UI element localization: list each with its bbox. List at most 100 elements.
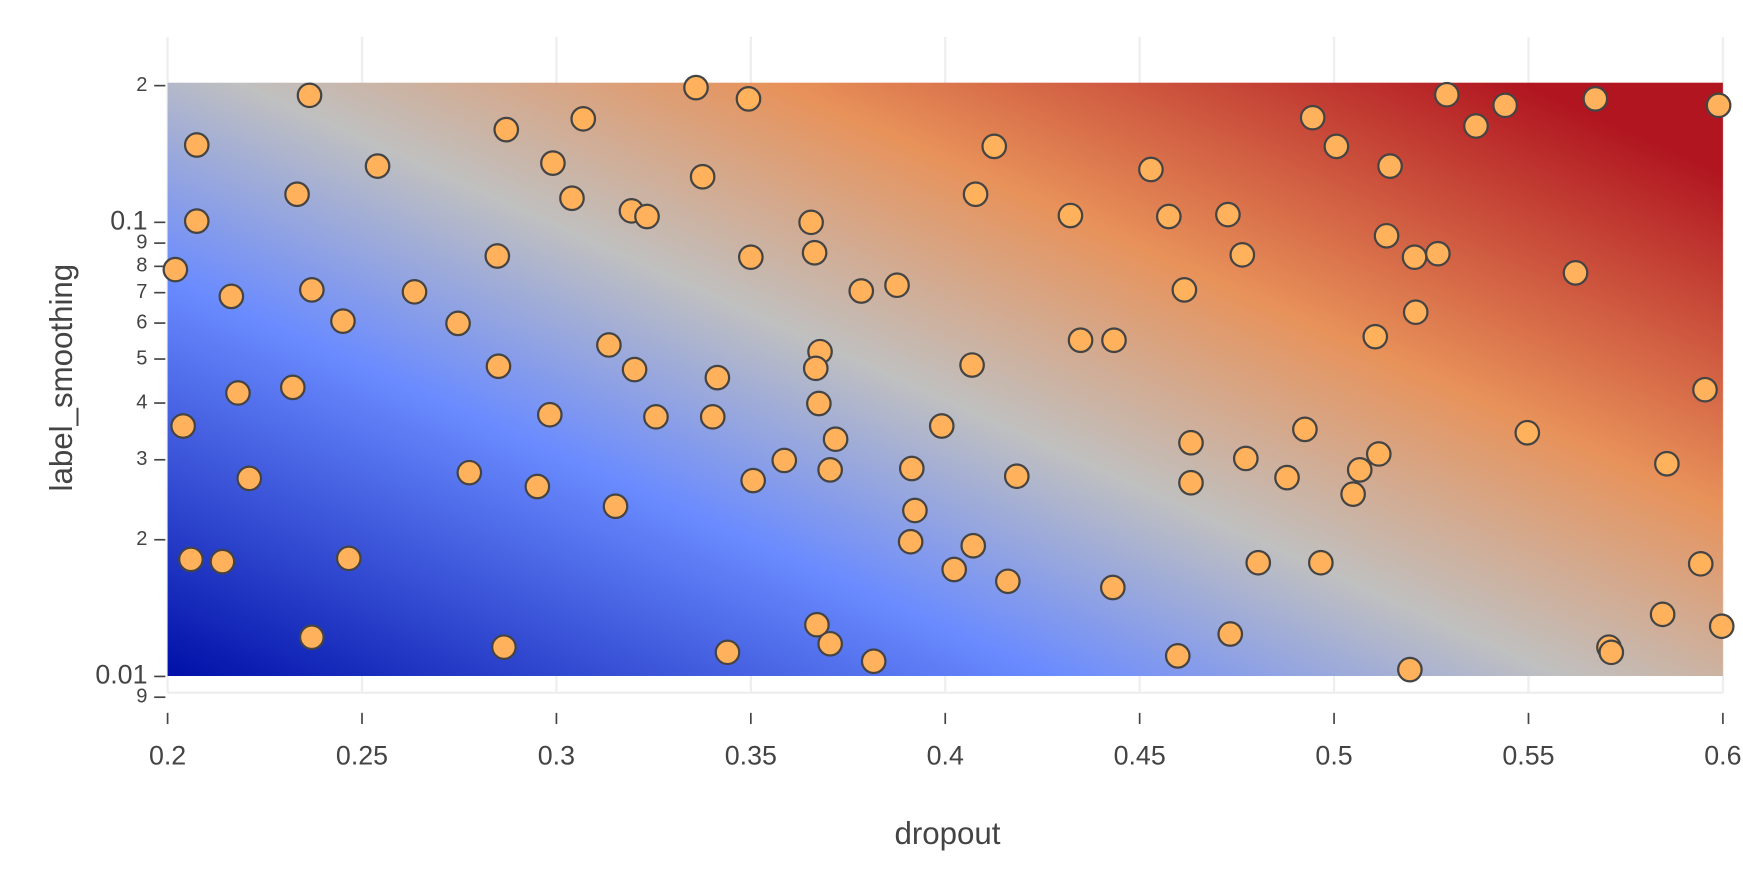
data-point: [570, 105, 597, 132]
data-point: [817, 457, 843, 483]
data-point: [643, 403, 669, 430]
y-tick-label: 5: [136, 347, 147, 369]
y-tick-label: 9: [136, 686, 147, 708]
data-point: [1514, 419, 1541, 446]
data-point: [536, 401, 563, 428]
data-point: [1463, 113, 1489, 139]
data-point: [335, 545, 362, 572]
data-point: [330, 308, 356, 334]
data-point: [737, 244, 764, 271]
data-point: [1003, 463, 1030, 490]
data-point: [1164, 643, 1191, 669]
x-tick-label: 0.55: [1502, 741, 1554, 771]
data-point: [683, 74, 709, 101]
data-point: [802, 355, 829, 382]
data-point: [1433, 81, 1460, 108]
data-point: [1307, 549, 1334, 576]
data-point: [902, 497, 928, 524]
data-point: [801, 239, 828, 266]
y-tick-label: 3: [136, 448, 147, 470]
data-point: [735, 86, 762, 112]
data-point: [1492, 92, 1518, 119]
data-point: [162, 256, 189, 283]
data-point: [1340, 481, 1366, 508]
data-point: [1057, 202, 1084, 229]
x-tick-label: 0.25: [336, 741, 388, 771]
data-point: [621, 356, 648, 383]
data-point: [884, 272, 910, 299]
data-point: [1365, 441, 1392, 467]
data-point: [806, 390, 832, 417]
data-point: [1232, 445, 1259, 472]
data-point: [699, 403, 726, 430]
y-tick-label: 0.01: [95, 660, 147, 690]
data-point: [897, 528, 924, 555]
data-point: [959, 352, 985, 378]
y-tick-label: 2: [136, 74, 147, 96]
data-point: [960, 532, 987, 559]
y-tick-label: 6: [136, 311, 147, 333]
data-point: [1292, 416, 1318, 443]
data-point: [1402, 299, 1429, 326]
data-point: [1362, 323, 1389, 350]
data-point: [1323, 133, 1350, 160]
y-tick-label: 2: [136, 528, 147, 550]
data-point: [170, 413, 196, 439]
data-point: [1687, 550, 1714, 577]
data-point: [178, 546, 204, 573]
data-point: [1401, 244, 1428, 271]
data-point: [1215, 201, 1241, 228]
data-point: [1274, 464, 1300, 491]
data-point: [485, 353, 512, 380]
data-point: [484, 243, 511, 269]
data-point: [1178, 429, 1204, 456]
data-point: [822, 426, 849, 453]
data-point: [1217, 621, 1244, 647]
data-point: [981, 133, 1008, 160]
data-point: [493, 116, 520, 143]
data-point: [1377, 153, 1403, 179]
y-tick-label: 8: [136, 255, 147, 277]
data-point: [596, 332, 622, 358]
data-point: [299, 624, 325, 651]
data-point: [364, 153, 391, 179]
x-tick-label: 0.4: [927, 741, 964, 771]
data-point: [1705, 92, 1732, 119]
data-point: [602, 493, 629, 520]
data-point: [401, 278, 428, 305]
data-point: [1067, 327, 1094, 354]
data-point: [1373, 222, 1400, 249]
data-point: [1099, 574, 1126, 601]
data-point: [714, 639, 741, 666]
data-point: [1649, 601, 1676, 628]
data-point: [236, 465, 263, 492]
data-point: [491, 634, 517, 661]
data-point: [296, 82, 323, 109]
x-tick-label: 0.45: [1114, 741, 1166, 771]
data-point: [218, 283, 245, 310]
data-point: [1582, 86, 1609, 112]
data-point: [1692, 376, 1718, 403]
data-point: [183, 208, 210, 235]
data-point: [898, 455, 925, 482]
data-point: [634, 203, 660, 230]
data-point: [1101, 327, 1127, 354]
data-point: [1299, 104, 1326, 131]
x-tick-label: 0.35: [725, 741, 777, 771]
data-point: [860, 648, 887, 675]
data-point: [1229, 241, 1256, 268]
data-point: [962, 181, 989, 208]
data-point: [299, 277, 325, 303]
data-point: [848, 278, 875, 304]
data-point: [540, 150, 566, 176]
data-point: [740, 467, 767, 494]
data-point: [1346, 457, 1373, 483]
y-tick-label: 9: [136, 231, 147, 253]
data-point: [225, 380, 251, 406]
data-point: [1397, 656, 1423, 683]
x-tick-label: 0.6: [1704, 741, 1741, 771]
x-axis-title: dropout: [894, 816, 1000, 851]
data-point: [1178, 469, 1204, 496]
data-point: [1562, 260, 1589, 286]
y-tick-label: 4: [136, 391, 147, 413]
